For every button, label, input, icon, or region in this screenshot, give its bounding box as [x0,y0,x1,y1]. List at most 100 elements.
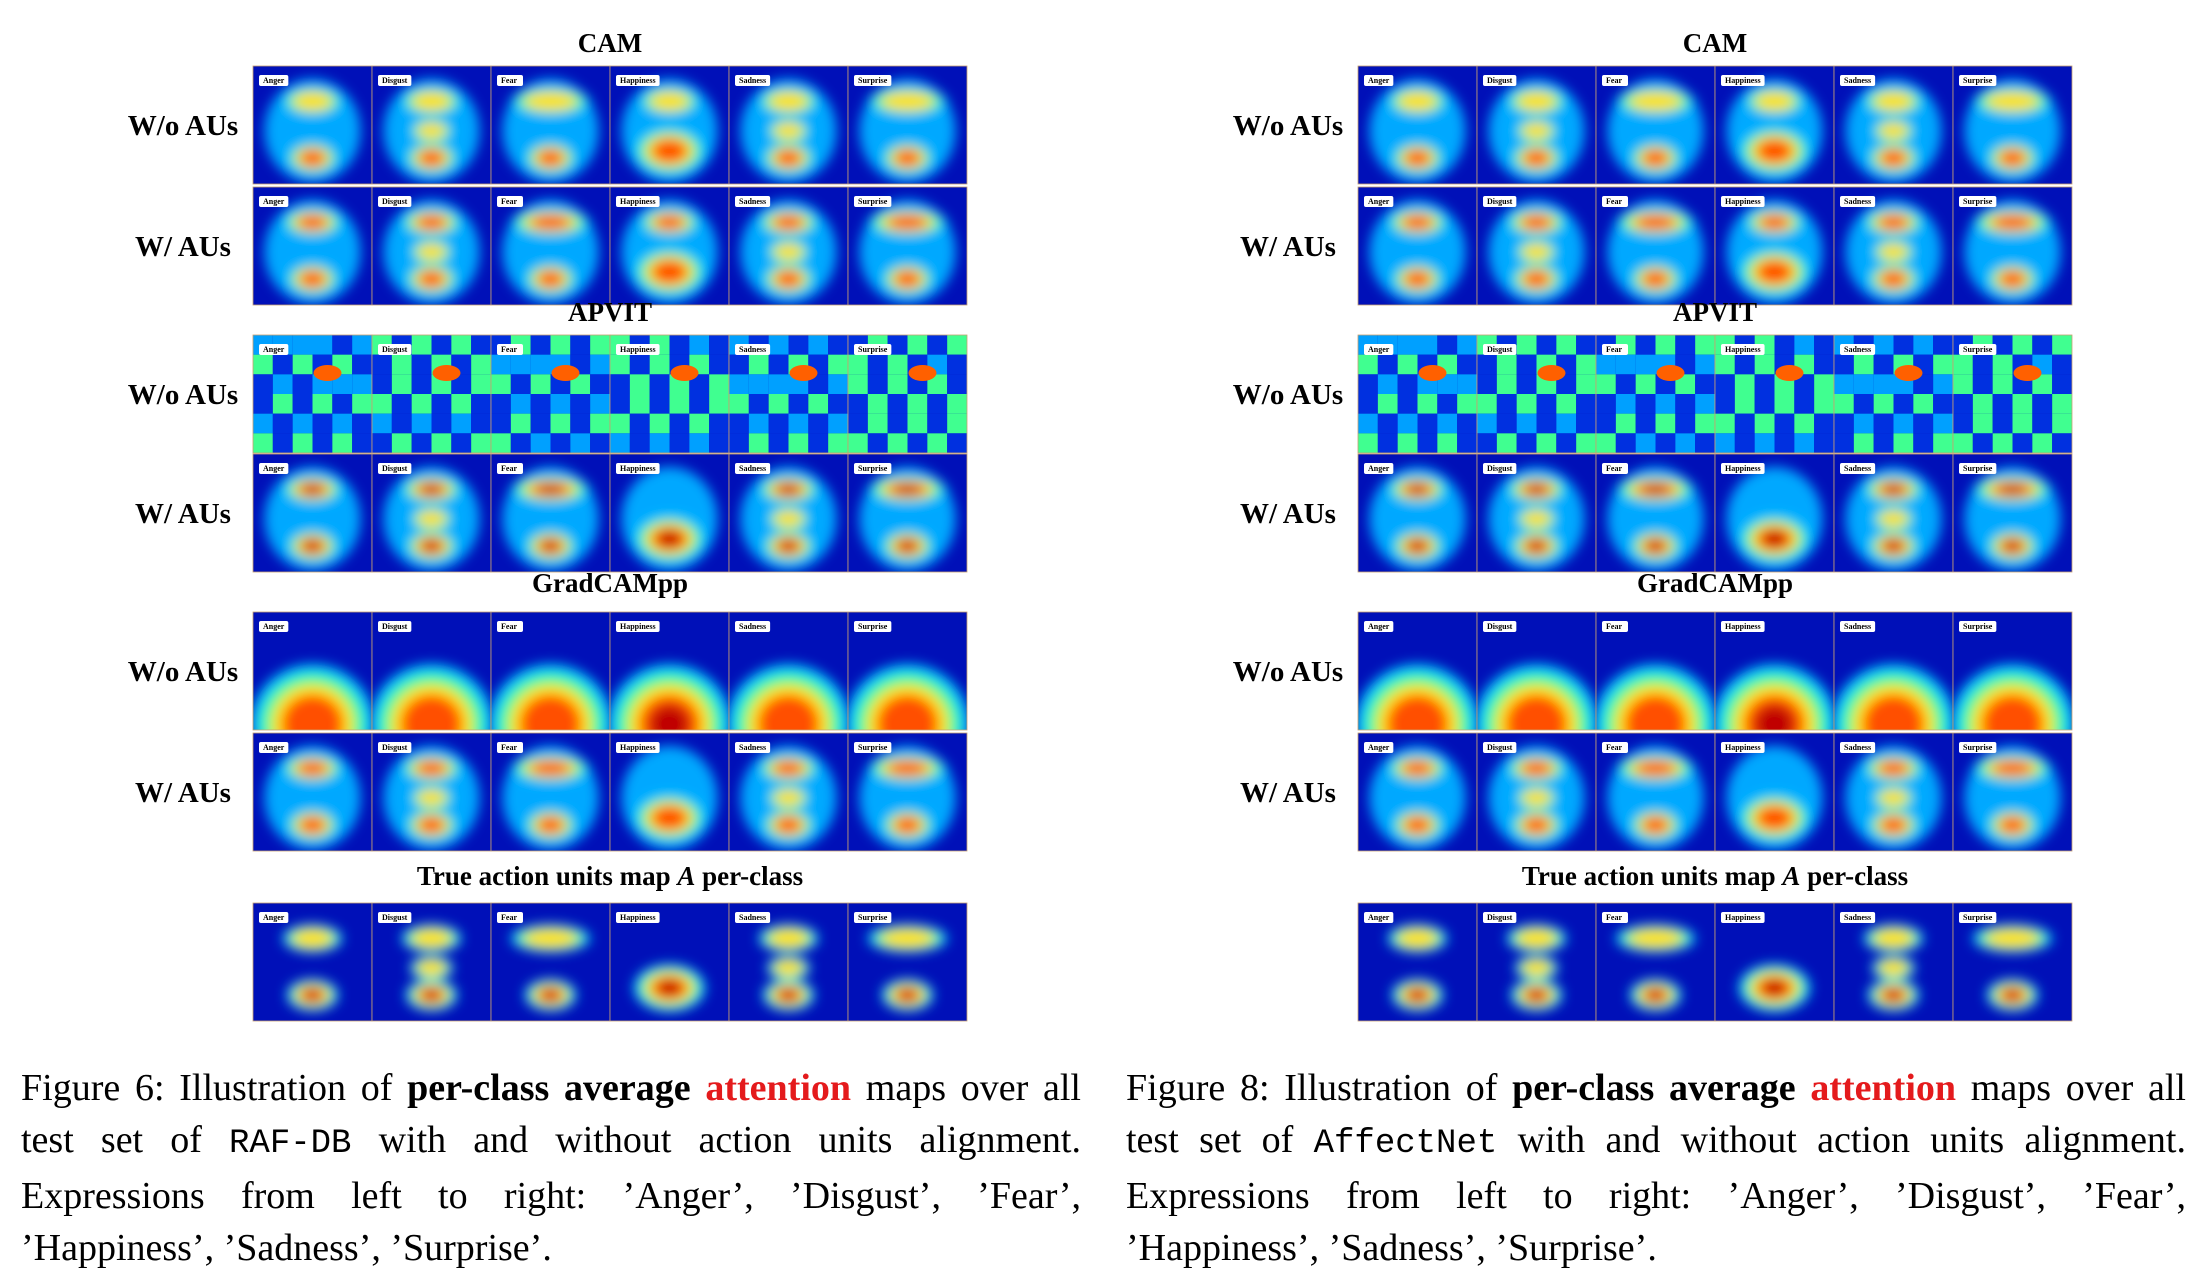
panel-label: Anger [263,345,285,354]
title-text: GradCAMpp [1637,568,1793,598]
heat [1734,374,1755,394]
section-title: APVIT [1673,297,1757,327]
heat [709,354,729,375]
heat [1521,243,1552,260]
heat [1972,433,1993,453]
heat-layer [1738,963,1811,1012]
heat [788,335,809,355]
heat [1397,433,1418,453]
heat [773,789,804,806]
panel-border [1952,186,2073,306]
heat-layer [383,78,480,183]
heat [1387,694,1448,730]
heat [867,433,888,453]
heat-layer [1964,745,2061,850]
panel-border [847,186,968,306]
panel-label-bg [1959,463,1997,474]
title-text: APVIT [568,297,652,327]
heat [530,215,571,230]
heat [352,354,372,375]
heat [530,761,571,776]
heat [773,122,804,139]
caption-segment: maps over all test set of [1126,1067,2186,1161]
heat [649,92,690,111]
heat-layer [1964,78,2061,183]
heat [471,374,491,394]
heat [1953,433,1973,453]
heat [1523,817,1550,833]
heat-layer [729,335,848,453]
heat [1404,271,1431,287]
heat [590,413,610,434]
heat [292,92,333,111]
heatmap-panel [1834,66,1953,184]
panel-label: Surprise [858,197,888,206]
heat [773,761,804,776]
heat [1516,413,1537,434]
heat [1913,433,1934,453]
heat [1596,433,1616,453]
heatmap-panel [1358,612,1477,730]
section-title: APVIT [568,297,652,327]
heat [411,433,432,453]
heat [1536,433,1557,453]
heat [1754,704,1795,730]
heat [670,365,699,381]
heatmap-panel [1477,66,1596,184]
heatmap-panel [1358,187,1477,305]
heat [590,354,610,375]
heat [689,394,710,414]
heat [1972,413,1993,434]
heat [729,394,749,414]
heat [297,215,328,230]
heat [590,394,610,414]
heat-layer [1477,664,1596,730]
heat [1880,817,1907,833]
panel-label-bg [1602,344,1628,355]
heat [2032,413,2053,434]
heat [312,394,333,414]
heat [1972,394,1993,414]
heat [1992,374,2013,394]
heat-layer [372,664,491,730]
heatmap-panel [491,612,610,730]
heat-layer [1488,745,1585,850]
section-title: True action units map A per-class [417,861,803,891]
panel-label-bg [616,742,660,753]
heatmap-panel [253,454,372,572]
heat [1953,354,1973,375]
heat [432,365,461,381]
section-title: True action units map A per-class [1522,861,1908,891]
panel-label: Happiness [620,622,656,631]
heat [1437,413,1458,434]
heat [1655,394,1676,414]
panel-label-bg [1840,912,1876,923]
heat [709,394,729,414]
panel-label: Disgust [1487,913,1513,922]
heat [352,374,372,394]
heat [808,374,829,394]
panel-label-bg [616,621,660,632]
heat [1986,929,2039,948]
heat [299,271,326,287]
heat [1878,789,1909,806]
heat [2012,433,2033,453]
heat [1992,394,2013,414]
heat-layer [1715,664,1834,730]
heat [1834,354,1854,375]
heat [302,484,323,494]
heat [729,413,749,434]
heat [773,243,804,260]
panel-label-bg [1840,742,1876,753]
heat-layer [740,466,837,571]
heat [947,413,967,434]
heat [297,761,328,776]
heat-layer [610,664,729,730]
heat [669,433,690,453]
heat [1794,433,1815,453]
heat [654,215,685,230]
heat [1893,413,1914,434]
heat-layer [502,466,599,571]
heatmap-panel [1596,335,1715,453]
heat [570,374,591,394]
